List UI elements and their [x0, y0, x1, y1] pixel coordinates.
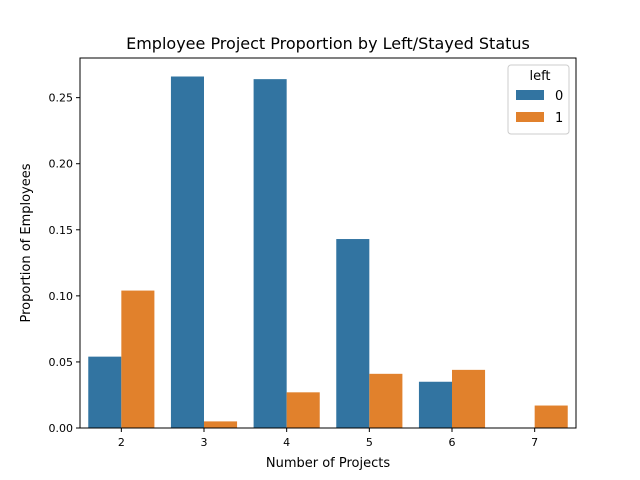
x-tick-label: 5 [366, 436, 373, 449]
x-tick-label: 3 [201, 436, 208, 449]
y-tick-label: 0.20 [49, 158, 74, 171]
x-tick-label: 2 [118, 436, 125, 449]
legend-title: left [529, 69, 550, 84]
bar-5-left-0 [336, 239, 370, 428]
bar-4-left-1 [286, 392, 320, 428]
chart-title: Employee Project Proportion by Left/Stay… [126, 34, 530, 53]
bar-4-left-0 [253, 79, 287, 429]
bar-5-left-1 [369, 373, 403, 428]
y-axis-ticks: 0.00 0.05 0.10 0.15 0.20 0.25 [49, 92, 80, 435]
legend-label-1: 1 [555, 111, 563, 126]
legend-swatch-0 [516, 90, 544, 100]
bar-3-left-0 [170, 76, 204, 428]
x-axis-label: Number of Projects [266, 456, 390, 471]
bar-6-left-1 [452, 369, 486, 428]
bar-2-left-0 [88, 356, 122, 428]
y-tick-label: 0.00 [49, 422, 74, 435]
legend-entries: 01 [516, 89, 563, 126]
y-tick-label: 0.05 [49, 356, 74, 369]
x-tick-label: 6 [449, 436, 456, 449]
x-tick-label: 7 [531, 436, 538, 449]
bar-6-left-0 [418, 381, 452, 428]
legend: left 01 [507, 64, 570, 135]
bar-2-left-1 [121, 290, 155, 428]
legend-swatch-1 [516, 112, 544, 122]
y-tick-label: 0.25 [49, 92, 74, 105]
legend-label-0: 0 [555, 89, 563, 104]
bars-group [88, 76, 568, 429]
plot-frame [79, 57, 577, 429]
x-axis-ticks: 2 3 4 5 6 7 [118, 428, 538, 449]
y-axis-label: Proportion of Employees [19, 163, 34, 322]
bar-3-left-1 [204, 421, 238, 428]
y-tick-label: 0.10 [49, 290, 74, 303]
bar-7-left-1 [534, 405, 568, 428]
y-tick-label: 0.15 [49, 224, 74, 237]
x-tick-label: 4 [283, 436, 290, 449]
